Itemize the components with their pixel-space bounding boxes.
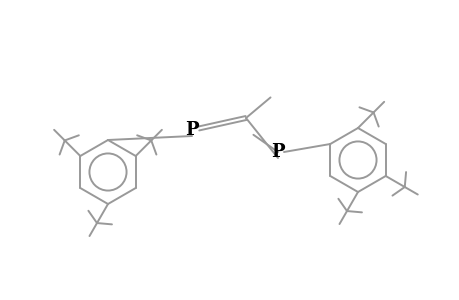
Text: P: P: [271, 143, 284, 161]
Text: P: P: [185, 121, 198, 139]
